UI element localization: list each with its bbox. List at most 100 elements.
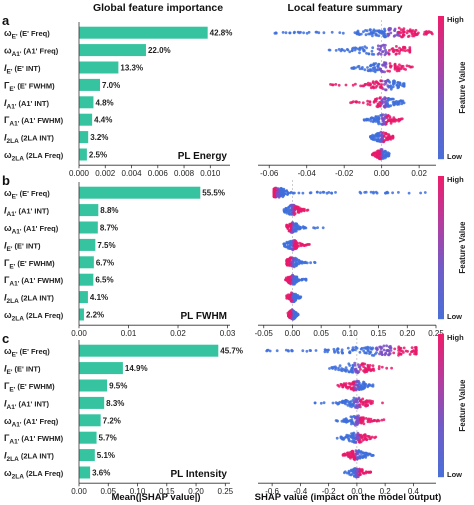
shap-point (366, 453, 370, 457)
shap-point (380, 98, 384, 101)
shap-point (389, 65, 392, 69)
shap-point (347, 362, 351, 366)
shap-point (348, 351, 351, 354)
shap-point (303, 207, 306, 211)
shap-point (322, 31, 326, 35)
shap-point (381, 63, 385, 67)
shap-point (293, 224, 296, 228)
shap-point (386, 135, 390, 139)
shap-point (370, 419, 374, 423)
bar (79, 96, 94, 109)
shap-x-tick-label: 0.00 (285, 329, 301, 338)
category-label: IE' (E' INT) (4, 364, 41, 377)
shap-point (358, 399, 362, 403)
shap-point (375, 348, 379, 351)
panel-title: PL Intensity (171, 469, 228, 480)
shap-point (277, 194, 281, 198)
shap-point (360, 67, 364, 71)
shap-point (358, 51, 361, 55)
bar (79, 414, 101, 427)
shap-point (414, 350, 418, 354)
shap-point (365, 46, 368, 50)
bar-percent-label: 9.5% (109, 382, 127, 391)
shap-point (377, 365, 381, 368)
shap-point (356, 65, 360, 69)
shap-point (372, 63, 376, 66)
shap-point (356, 431, 360, 435)
bar-percent-label: 55.5% (202, 189, 225, 198)
shap-point (353, 458, 357, 462)
shap-point (350, 418, 354, 422)
shap-point (309, 261, 312, 265)
category-label: ωA1' (A1' Freq) (4, 46, 59, 59)
shap-point (286, 192, 289, 196)
bar-percent-label: 8.8% (100, 206, 118, 215)
shap-point (379, 134, 383, 138)
bar (79, 466, 91, 479)
bar (79, 344, 219, 357)
shap-point (381, 113, 385, 117)
shap-point (367, 118, 371, 122)
panel-letter: c (2, 331, 9, 346)
shap-point (370, 49, 374, 53)
shap-point (357, 396, 361, 400)
shap-point (286, 206, 290, 210)
shap-point (337, 351, 340, 355)
shap-point (353, 31, 357, 34)
shap-point (395, 52, 398, 56)
shap-point (295, 275, 299, 279)
shap-point (401, 48, 405, 52)
bar (79, 238, 96, 251)
shap-point (387, 85, 391, 88)
shap-point (351, 363, 355, 367)
bar (79, 221, 98, 234)
shap-point (376, 68, 380, 72)
shap-point (350, 415, 354, 419)
bar (79, 379, 108, 392)
left-x-axis-label: Mean(|SHAP value|) (111, 492, 200, 503)
shap-point (397, 30, 401, 34)
shap-point (406, 29, 409, 33)
shap-point (291, 309, 295, 313)
bar-percent-label: 7.5% (97, 241, 115, 250)
shap-point (357, 437, 361, 441)
shap-point (359, 416, 362, 420)
shap-point (383, 83, 386, 86)
shap-point (374, 435, 378, 439)
shap-point (384, 105, 387, 109)
shap-point (406, 49, 409, 52)
shap-point (362, 349, 365, 353)
bar-x-tick-label: 0.15 (159, 487, 175, 496)
shap-point (402, 84, 406, 88)
shap-point (392, 82, 396, 85)
shap-point (308, 191, 312, 195)
category-label: IA1' (A1' INT) (4, 98, 49, 111)
category-label: ΓE' (E' FWHM) (4, 80, 55, 93)
shap-point (280, 187, 284, 191)
shap-point (371, 69, 375, 73)
shap-point (353, 380, 356, 384)
shap-point (366, 434, 370, 438)
panel-a: a 42.8% ωE' (E' Freq) 22.0% ωA1' (A1' Freq) 1… (2, 13, 467, 178)
shap-point (301, 349, 305, 353)
category-label: ω2LA (2LA Freq) (4, 310, 64, 323)
shap-point (397, 100, 401, 104)
bar (79, 291, 88, 304)
shap-point (425, 30, 428, 33)
shap-point (295, 224, 299, 228)
shap-point (355, 473, 358, 476)
bar-x-tick-label: 0.01 (121, 329, 137, 338)
shap-point (300, 277, 304, 281)
panel-letter: a (2, 13, 10, 28)
shap-point (285, 295, 289, 298)
shap-point (355, 346, 359, 350)
shap-point (368, 103, 372, 107)
shap-point (364, 404, 368, 408)
shap-point (380, 86, 384, 89)
shap-point (275, 349, 279, 353)
shap-point (363, 362, 367, 366)
shap-point (391, 136, 395, 139)
category-label: IE' (E' INT) (4, 63, 41, 76)
panel-b: b 55.5% ωE' (E' Freq) 8.8% IA1' (A1' INT) 8.7… (2, 173, 467, 338)
shap-point (340, 348, 344, 352)
